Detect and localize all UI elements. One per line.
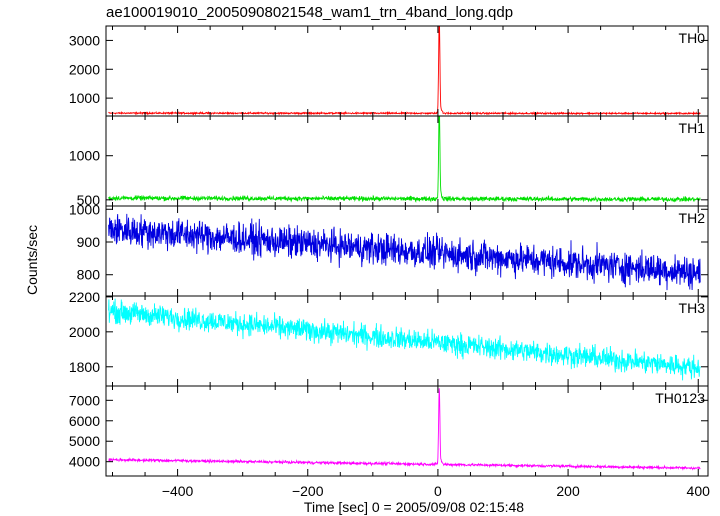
y-tick-label: 800 xyxy=(77,267,101,283)
y-tick-label: 1000 xyxy=(69,90,100,106)
panel-frame-th2 xyxy=(105,205,709,297)
x-tick-label: 400 xyxy=(687,483,711,499)
panel-label-th0: TH0 xyxy=(679,30,706,46)
panel-frame-th1 xyxy=(105,115,709,207)
panel-label-th0123: TH0123 xyxy=(655,390,705,406)
y-tick-label: 500 xyxy=(77,192,101,208)
y-tick-label: 900 xyxy=(77,234,101,250)
panel-frame-th0 xyxy=(105,25,709,117)
panel-label-th3: TH3 xyxy=(679,300,706,316)
y-tick-label: 6000 xyxy=(69,413,100,429)
series-line-th3 xyxy=(108,298,701,381)
x-tick-label: 200 xyxy=(556,483,580,499)
series-line-th2 xyxy=(108,213,701,291)
y-tick-label: 2000 xyxy=(69,61,100,77)
panel-label-th2: TH2 xyxy=(679,210,706,226)
y-tick-label: 2000 xyxy=(69,324,100,340)
panel-label-th1: TH1 xyxy=(679,120,706,136)
x-axis-label: Time [sec] 0 = 2005/09/08 02:15:48 xyxy=(303,499,525,515)
y-tick-label: 1000 xyxy=(69,148,100,164)
x-tick-label: −200 xyxy=(292,483,324,499)
y-tick-label: 3000 xyxy=(69,32,100,48)
series-line-th0 xyxy=(108,26,701,116)
chart-title: ae100019010_20050908021548_wam1_trn_4ban… xyxy=(106,4,514,21)
series-line-th1 xyxy=(108,116,701,203)
x-tick-label: −400 xyxy=(162,483,194,499)
panel-frame-th0123 xyxy=(105,385,709,477)
series-line-th0123 xyxy=(108,388,701,471)
y-tick-label: 1800 xyxy=(69,359,100,375)
y-tick-label: 5000 xyxy=(69,433,100,449)
x-tick-label: 0 xyxy=(434,483,442,499)
y-tick-label: 1000 xyxy=(69,201,100,217)
y-tick-label: 2200 xyxy=(69,289,100,305)
y-tick-label: 7000 xyxy=(69,392,100,408)
y-tick-label: 4000 xyxy=(69,454,100,470)
